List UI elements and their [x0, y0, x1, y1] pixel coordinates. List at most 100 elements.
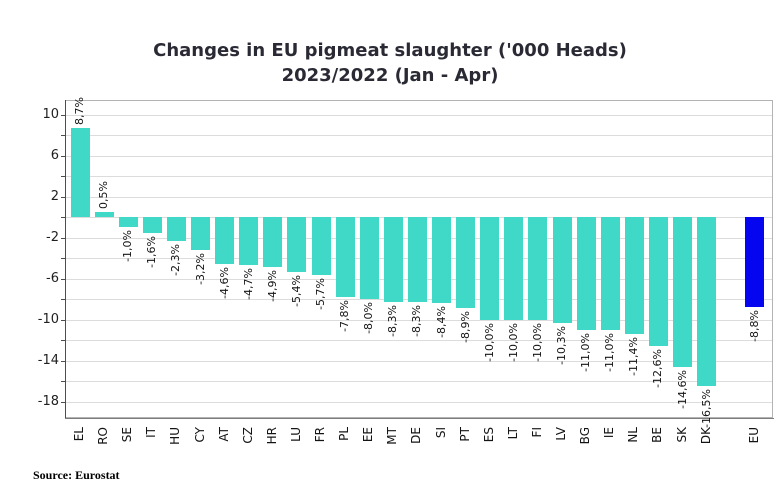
x-axis-category-label: IE: [602, 427, 617, 439]
bar: [118, 217, 138, 228]
bar: [673, 217, 692, 367]
bar-value-label: -8,8%: [747, 310, 761, 343]
bar-value-label: -10,0%: [530, 322, 544, 362]
bar: [480, 217, 500, 320]
bar-value-label: -8,0%: [362, 302, 376, 334]
x-axis-category-label: EU: [746, 427, 761, 444]
y-axis-label: -14: [37, 352, 59, 368]
gridline: [66, 401, 773, 403]
y-axis-tick: [61, 401, 65, 403]
gridline: [66, 176, 773, 177]
x-axis-category-label: SK: [674, 427, 689, 443]
bar-value-label: -10,3%: [555, 325, 568, 365]
y-axis-tick: [61, 340, 65, 341]
bar: [166, 217, 186, 241]
bar: [191, 217, 210, 250]
bar-value-label: -11,0%: [603, 332, 617, 372]
x-axis-category-label: BE: [650, 427, 665, 443]
bar: [94, 211, 114, 217]
x-axis-category-label: SI: [433, 427, 448, 439]
bar: [215, 217, 235, 265]
y-axis-tick: [61, 319, 65, 321]
y-axis-tick: [61, 258, 65, 259]
gridline: [66, 135, 773, 136]
x-axis-category-label: FI: [529, 427, 544, 438]
bar: [504, 217, 524, 320]
y-axis-label: -6: [46, 270, 59, 286]
y-axis-tick: [61, 237, 65, 239]
chart-title: Changes in EU pigmeat slaughter ('000 He…: [0, 38, 780, 88]
y-axis-tick: [61, 135, 65, 136]
x-axis-category-label: DK: [698, 427, 713, 445]
y-axis-label: -18: [37, 393, 59, 409]
x-axis-category-label: LV: [554, 427, 568, 441]
x-axis-category-label: EE: [361, 427, 376, 443]
bar-value-label: -2,3%: [169, 243, 183, 276]
chart-title-line2: 2023/2022 (Jan - Apr): [281, 65, 499, 86]
bar-value-label: -14,6%: [675, 369, 689, 409]
bar: [335, 217, 355, 297]
bar-value-label: -4,7%: [241, 268, 255, 301]
bar-value-label: -10,0%: [482, 322, 496, 362]
y-axis-label: 6: [50, 147, 59, 163]
bar-value-label: -16,5%: [699, 389, 713, 429]
bar-value-label: -8,3%: [410, 305, 424, 337]
bar: [311, 217, 331, 276]
x-axis-category-label: CZ: [240, 427, 255, 444]
gridline: [66, 155, 773, 157]
x-axis-category-label: HR: [264, 427, 279, 445]
bar: [70, 127, 90, 217]
gridline: [66, 114, 773, 116]
x-axis-category-label: SE: [120, 427, 135, 443]
bar: [239, 217, 259, 266]
y-axis-tick: [61, 360, 65, 362]
x-axis-category-label: LU: [288, 427, 303, 442]
gridline: [66, 319, 773, 321]
bar: [600, 217, 620, 330]
bar: [456, 217, 476, 309]
bar-value-label: -5,4%: [289, 275, 303, 308]
bar-value-label: -3,2%: [193, 252, 207, 285]
bar: [142, 217, 162, 234]
y-axis-tick: [61, 176, 65, 177]
bar-value-label: -4,9%: [265, 270, 279, 303]
gridline: [66, 381, 773, 382]
x-axis-category-label: DE: [409, 427, 424, 444]
bar: [287, 217, 307, 273]
y-axis-label: -2: [46, 229, 59, 245]
bar: [359, 217, 379, 299]
y-axis-tick: [61, 217, 65, 218]
y-axis-label: 10: [42, 106, 59, 122]
x-axis-category-label: AT: [216, 427, 231, 442]
bar-eu: [745, 217, 765, 308]
x-axis-category-label: PL: [337, 427, 352, 441]
y-axis-tick: [61, 114, 65, 116]
bar: [648, 217, 668, 347]
x-axis-category-label: CY: [192, 427, 207, 443]
x-axis-category-label: IT: [144, 427, 159, 438]
bar: [383, 217, 403, 303]
gridline: [66, 360, 773, 362]
x-axis-category-label: MT: [385, 427, 400, 445]
y-axis-label: 2: [50, 188, 59, 204]
bar-value-label: -8,3%: [386, 305, 400, 337]
x-axis-category-label: NL: [626, 427, 641, 443]
bar: [624, 217, 644, 334]
chart-title-line1: Changes in EU pigmeat slaughter ('000 He…: [153, 40, 627, 61]
gridline: [66, 196, 773, 198]
gridline: [66, 340, 773, 341]
bar: [407, 217, 427, 303]
bar: [263, 217, 283, 268]
x-axis-category-label: FR: [313, 427, 327, 443]
bar: [432, 217, 451, 304]
bar-value-label: 0,5%: [97, 180, 111, 209]
x-axis-line: [65, 418, 774, 419]
y-axis-tick: [61, 278, 65, 280]
bar-value-label: -12,6%: [651, 349, 665, 389]
bar-value-label: -11,0%: [579, 332, 593, 372]
y-axis-label: -10: [37, 311, 59, 327]
y-axis-tick: [61, 196, 65, 198]
x-axis-category-label: PT: [457, 427, 472, 442]
bar: [552, 217, 572, 323]
